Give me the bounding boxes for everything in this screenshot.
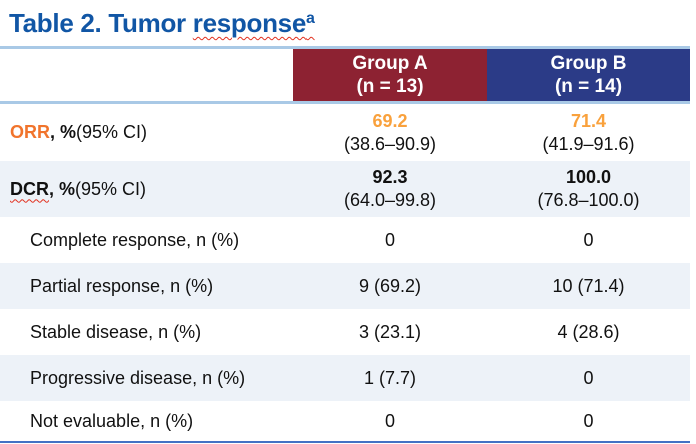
bottom-rule-line	[0, 441, 690, 443]
orr-unit: , %	[50, 122, 77, 142]
stable-disease-group-b: 4 (28.6)	[487, 309, 690, 355]
dcr-abbrev: DCR	[10, 178, 49, 199]
progressive-disease-group-a: 1 (7.7)	[293, 355, 487, 401]
top-divider-line	[0, 46, 690, 49]
dcr-ci-note: (95% CI)	[75, 178, 147, 199]
orr-a-ci: (38.6–90.9)	[343, 133, 437, 154]
title-misspelled-word: responsea	[193, 8, 315, 38]
dcr-value-group-b: 100.0 (76.8–100.0)	[487, 161, 690, 217]
progressive-disease-b-value: 0	[583, 367, 594, 388]
partial-response-group-b: 10 (71.4)	[487, 263, 690, 309]
not-evaluable-group-b: 0	[487, 401, 690, 441]
group-a-n: (n = 13)	[356, 76, 424, 97]
dcr-a-ci: (64.0–99.8)	[343, 190, 437, 210]
orr-b-ci: (41.9–91.6)	[542, 133, 635, 154]
complete-response-group-b: 0	[487, 217, 690, 263]
row-label-progressive-disease: Progressive disease, n (%)	[30, 367, 246, 388]
title-word: response	[192, 8, 307, 38]
title-area: Table 2. Tumor responsea	[0, 0, 696, 46]
table-row-dcr: DCR, % (95% CI) 92.3 (64.0–99.8) 100.0 (…	[0, 161, 690, 217]
dcr-a-value: 92.3	[372, 167, 408, 187]
row-label-complete-response: Complete response, n (%)	[30, 229, 240, 250]
stable-disease-a-value: 3 (23.1)	[358, 321, 422, 342]
complete-response-group-a: 0	[293, 217, 487, 263]
complete-response-a-value: 0	[384, 229, 395, 250]
title-prefix: Table 2. Tumor	[9, 8, 193, 38]
table-header-row: Group A (n = 13) Group B (n = 14)	[0, 49, 690, 101]
complete-response-b-value: 0	[583, 229, 594, 250]
not-evaluable-b-value: 0	[583, 410, 594, 431]
page-title: Table 2. Tumor responsea	[9, 6, 315, 45]
group-b-n: (n = 14)	[554, 76, 623, 97]
table-row-orr: ORR, % (95% CI) 69.2 (38.6–90.9) 71.4 (4…	[0, 104, 690, 161]
not-evaluable-group-a: 0	[293, 401, 487, 441]
table-row-partial-response: Partial response, n (%) 9 (69.2) 10 (71.…	[0, 263, 690, 309]
column-header-group-b: Group B (n = 14)	[487, 49, 690, 101]
partial-response-b-value: 10 (71.4)	[552, 275, 625, 296]
orr-value-group-b: 71.4 (41.9–91.6)	[487, 104, 690, 161]
row-label-dcr: DCR, % (95% CI)	[0, 161, 293, 217]
group-a-name: Group A	[352, 53, 428, 74]
partial-response-a-value: 9 (69.2)	[358, 275, 422, 296]
header-spacer-cell	[0, 49, 293, 101]
header-divider-line	[0, 101, 690, 104]
stable-disease-group-a: 3 (23.1)	[293, 309, 487, 355]
dcr-value-group-a: 92.3 (64.0–99.8)	[293, 161, 487, 217]
not-evaluable-a-value: 0	[384, 410, 395, 431]
dcr-b-value: 100.0	[565, 167, 612, 187]
table-row-complete-response: Complete response, n (%) 0 0	[0, 217, 690, 263]
row-label-stable-disease: Stable disease, n (%)	[30, 321, 202, 342]
title-footnote-superscript: a	[306, 10, 315, 27]
orr-abbrev: ORR	[10, 122, 50, 142]
stable-disease-b-value: 4 (28.6)	[557, 321, 620, 342]
group-b-name: Group B	[550, 53, 627, 74]
row-label-partial-response: Partial response, n (%)	[30, 275, 214, 296]
column-header-group-a: Group A (n = 13)	[293, 49, 487, 101]
orr-a-value: 69.2	[372, 110, 408, 131]
partial-response-group-a: 9 (69.2)	[293, 263, 487, 309]
table-row-stable-disease: Stable disease, n (%) 3 (23.1) 4 (28.6)	[0, 309, 690, 355]
progressive-disease-a-value: 1 (7.7)	[363, 367, 417, 388]
table-row-progressive-disease: Progressive disease, n (%) 1 (7.7) 0	[0, 355, 690, 401]
table-row-not-evaluable: Not evaluable, n (%) 0 0	[0, 401, 690, 441]
orr-value-group-a: 69.2 (38.6–90.9)	[293, 104, 487, 161]
orr-ci-note: (95% CI)	[76, 122, 148, 142]
row-label-orr: ORR, % (95% CI)	[0, 104, 293, 161]
row-label-not-evaluable: Not evaluable, n (%)	[30, 410, 194, 431]
orr-b-value: 71.4	[570, 110, 607, 131]
dcr-unit: , %	[49, 178, 76, 199]
progressive-disease-group-b: 0	[487, 355, 690, 401]
dcr-b-ci: (76.8–100.0)	[537, 190, 640, 210]
